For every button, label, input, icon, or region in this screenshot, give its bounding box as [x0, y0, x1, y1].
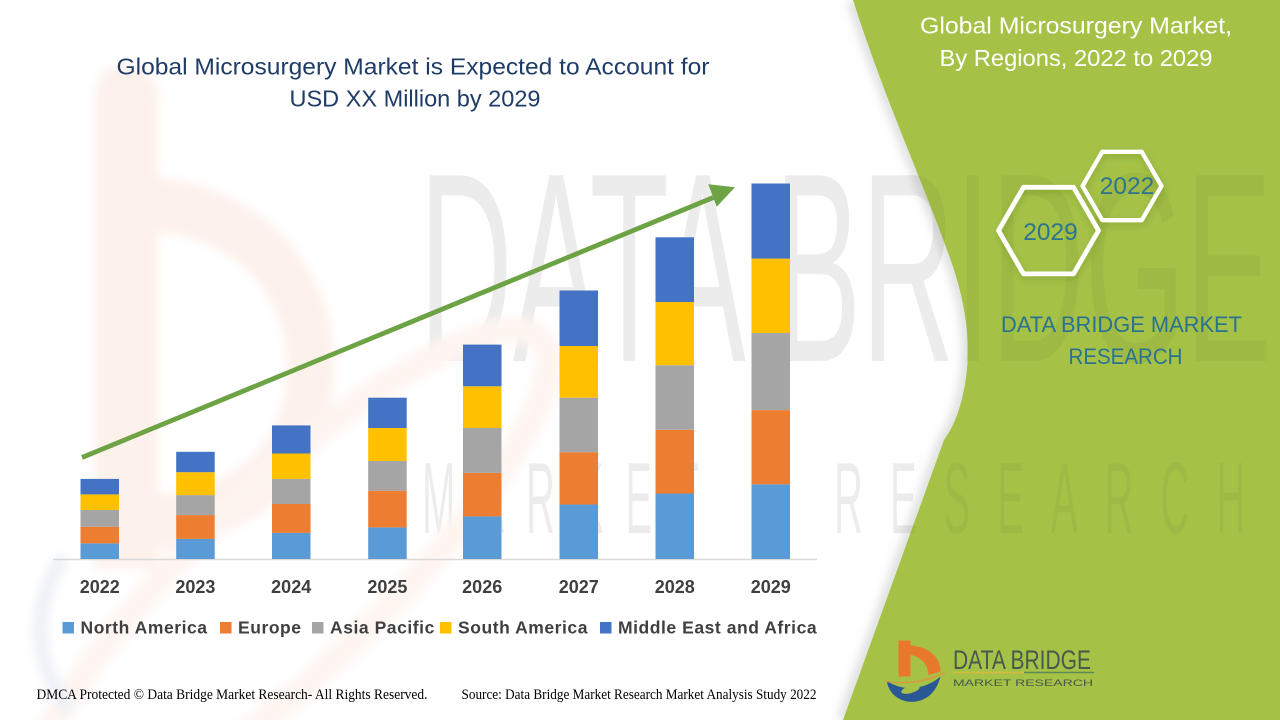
svg-text:2024: 2024: [271, 577, 311, 597]
svg-text:By Regions, 2022 to 2029: By Regions, 2022 to 2029: [940, 45, 1213, 71]
svg-text:2026: 2026: [462, 577, 502, 597]
svg-text:2028: 2028: [655, 577, 695, 597]
svg-text:RESEARCH: RESEARCH: [1069, 344, 1183, 369]
svg-text:DMCA Protected © Data Bridge M: DMCA Protected © Data Bridge Market Rese…: [37, 687, 428, 703]
svg-text:Global Microsurgery Market is: Global Microsurgery Market is Expected t…: [117, 53, 710, 79]
svg-text:2025: 2025: [367, 577, 407, 597]
svg-text:Global Microsurgery Market,: Global Microsurgery Market,: [920, 12, 1232, 38]
svg-text:2029: 2029: [751, 577, 791, 597]
svg-text:South America: South America: [458, 618, 588, 638]
svg-text:DATA BRIDGE MARKET: DATA BRIDGE MARKET: [1001, 312, 1242, 337]
svg-text:DATA BRIDGE: DATA BRIDGE: [953, 646, 1091, 675]
svg-text:2029: 2029: [1023, 219, 1078, 246]
svg-text:North America: North America: [81, 618, 208, 638]
svg-text:Europe: Europe: [238, 618, 302, 638]
svg-text:2023: 2023: [175, 577, 215, 597]
svg-text:Source: Data Bridge Market Res: Source: Data Bridge Market Research Mark…: [462, 687, 817, 703]
svg-text:Middle East and Africa: Middle East and Africa: [618, 618, 817, 638]
svg-text:2022: 2022: [1100, 173, 1155, 200]
svg-text:2027: 2027: [559, 577, 599, 597]
svg-text:Asia Pacific: Asia Pacific: [330, 618, 435, 638]
svg-text:USD XX Million by 2029: USD XX Million by 2029: [290, 85, 541, 111]
svg-text:RESEARCH: RESEARCH: [834, 442, 1272, 555]
svg-text:MARKET RESEARCH: MARKET RESEARCH: [953, 678, 1093, 688]
svg-text:2022: 2022: [80, 577, 120, 597]
